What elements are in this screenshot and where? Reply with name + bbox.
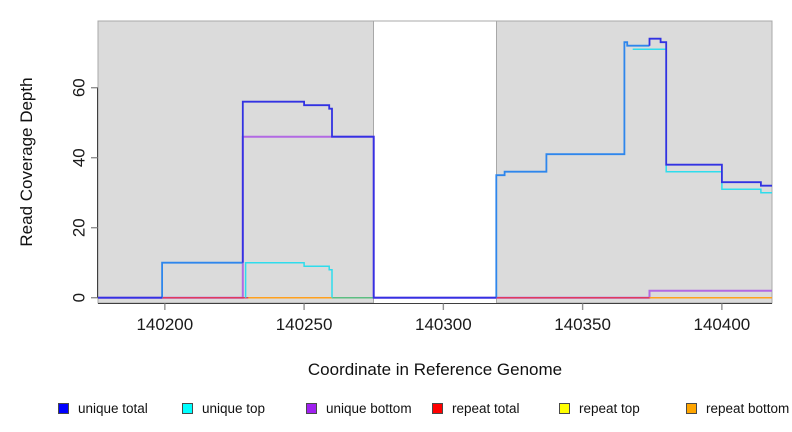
y-tick-label: 20 (70, 218, 89, 237)
legend-label: unique total (78, 401, 148, 416)
legend-swatch-icon (182, 403, 193, 414)
line-unique-total (648, 37, 772, 187)
x-tick-label: 140250 (276, 315, 333, 334)
legend-swatch-icon (306, 403, 317, 414)
line-unique-total-coincident (495, 41, 650, 298)
x-tick-label: 140350 (554, 315, 611, 334)
legend-item-repeat-bottom: repeat bottom (686, 401, 789, 416)
line-unique-total-coincident (161, 261, 243, 298)
line-unique-top (244, 261, 333, 298)
legend-item-unique-total: unique total (58, 401, 148, 416)
y-axis-title: Read Coverage Depth (17, 77, 36, 247)
legend-item-unique-top: unique top (182, 401, 265, 416)
legend-swatch-icon (686, 403, 697, 414)
legend-label: unique top (202, 401, 266, 416)
y-tick-label: 40 (70, 148, 89, 167)
legend-label: repeat total (452, 401, 520, 416)
y-tick-label: 0 (70, 293, 89, 302)
x-tick-label: 140300 (415, 315, 472, 334)
y-tick-label: 60 (70, 78, 89, 97)
legend-swatch-icon (432, 403, 443, 414)
legend-label: repeat top (579, 401, 640, 416)
x-tick-label: 140400 (694, 315, 751, 334)
legend-item-repeat-top: repeat top (559, 401, 640, 416)
x-axis-title: Coordinate in Reference Genome (307, 360, 563, 379)
legend-swatch-icon (58, 403, 69, 414)
sequenced-region (97, 20, 375, 304)
legend-label: unique bottom (326, 401, 412, 416)
legend-item-repeat-total: repeat total (432, 401, 520, 416)
legend-item-unique-bottom: unique bottom (306, 401, 412, 416)
x-tick-label: 140200 (136, 315, 193, 334)
line-unique-total (241, 100, 497, 299)
legend-label: repeat bottom (706, 401, 790, 416)
sequenced-region (495, 20, 773, 304)
legend-swatch-icon (559, 403, 570, 414)
legend: unique total unique top unique bottom repea… (0, 401, 792, 423)
